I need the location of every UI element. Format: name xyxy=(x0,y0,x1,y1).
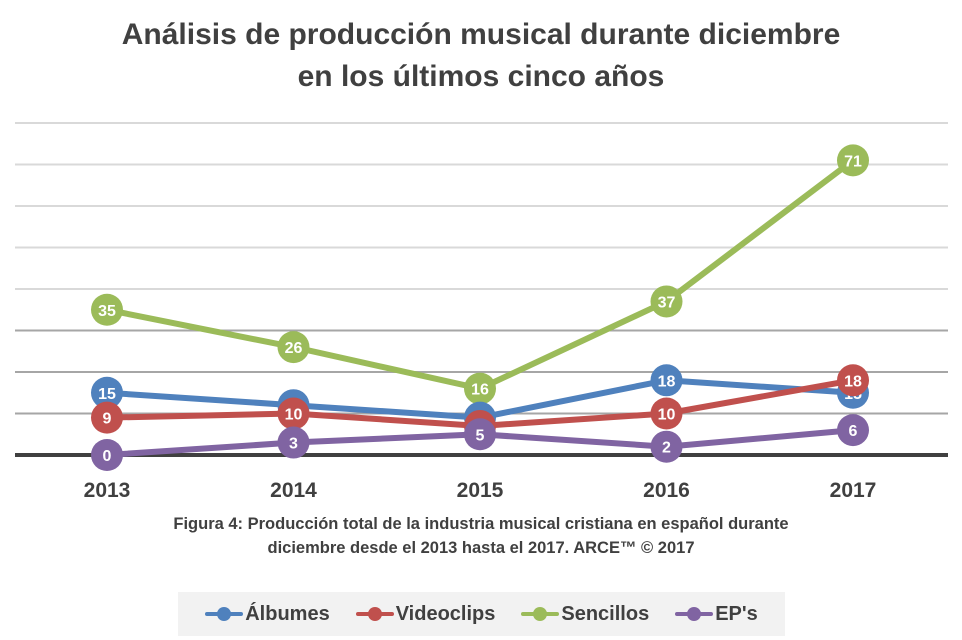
data-point: 26 xyxy=(277,331,310,364)
legend-label: Videoclips xyxy=(395,602,496,625)
x-tick-label: 2017 xyxy=(830,479,877,502)
data-marker xyxy=(837,414,869,447)
data-label: 6 xyxy=(849,423,858,440)
legend-line-marker-icon xyxy=(675,607,714,621)
data-point: 71 xyxy=(837,144,869,177)
data-point: 6 xyxy=(837,414,869,447)
caption-line-2: diciembre desde el 2013 hasta el 2017. A… xyxy=(267,539,695,557)
legend-label: Sencillos xyxy=(561,602,650,625)
data-point: 18 xyxy=(837,364,869,397)
data-marker xyxy=(650,397,683,430)
data-marker xyxy=(837,364,869,397)
data-point: 37 xyxy=(650,285,683,318)
data-label: 35 xyxy=(98,303,116,320)
data-label: 37 xyxy=(658,294,676,311)
data-point: 2 xyxy=(650,430,683,463)
data-marker xyxy=(650,364,683,397)
data-marker xyxy=(464,418,496,451)
chart-title-line-2: en los últimos cinco años xyxy=(297,60,665,93)
data-point: 35 xyxy=(91,293,123,326)
x-tick-label: 2015 xyxy=(457,479,504,502)
data-label: 2 xyxy=(662,440,671,457)
data-marker xyxy=(464,372,496,405)
data-label: 16 xyxy=(471,382,489,399)
legend-line-marker-icon xyxy=(355,607,394,621)
data-point: 16 xyxy=(464,372,496,405)
data-point: 10 xyxy=(277,397,310,430)
legend-item: EP's xyxy=(675,603,758,626)
data-marker xyxy=(650,285,683,318)
series-lines: 35261637711512918159107101803526 xyxy=(91,144,869,471)
legend-line-marker-icon xyxy=(205,607,244,621)
data-marker xyxy=(277,426,310,459)
gridlines xyxy=(15,122,948,457)
data-marker xyxy=(277,397,310,430)
series-line-2 xyxy=(104,157,856,392)
data-point: 15 xyxy=(91,376,123,409)
chart-title: Análisis de producción musical durante d… xyxy=(0,14,962,98)
legend-label: Álbumes xyxy=(245,602,330,625)
caption-line-1: Figura 4: Producción total de la industr… xyxy=(173,515,789,533)
data-label: 9 xyxy=(103,411,112,428)
x-axis-tick-labels: 2013 2014 2015 2016 2017 xyxy=(84,479,877,502)
x-tick-label: 2016 xyxy=(643,479,690,502)
x-tick-label: 2014 xyxy=(270,479,317,502)
data-marker xyxy=(91,401,123,434)
data-label: 10 xyxy=(285,407,303,424)
data-label: 18 xyxy=(658,373,676,390)
data-point: 9 xyxy=(91,401,123,434)
data-label: 5 xyxy=(476,427,485,444)
data-marker xyxy=(91,293,123,326)
data-point: 3 xyxy=(277,426,310,459)
data-marker xyxy=(91,439,123,471)
data-marker xyxy=(91,376,123,409)
data-point: 0 xyxy=(91,439,123,471)
x-tick-label: 2013 xyxy=(84,479,131,502)
data-label: 0 xyxy=(103,448,112,465)
data-label: 15 xyxy=(98,386,116,403)
data-point: 10 xyxy=(650,397,683,430)
legend-item: Videoclips xyxy=(355,602,496,626)
data-point: 18 xyxy=(650,364,683,397)
legend-line-marker-icon xyxy=(521,607,560,621)
data-label: 26 xyxy=(285,340,303,357)
data-marker xyxy=(277,331,310,364)
data-label: 18 xyxy=(844,373,862,390)
legend-item: Álbumes xyxy=(205,602,330,626)
figure-caption: Figura 4: Producción total de la industr… xyxy=(0,512,962,560)
data-label: 10 xyxy=(658,407,676,424)
data-point: 5 xyxy=(464,418,496,451)
data-marker xyxy=(650,430,683,463)
data-marker xyxy=(837,144,869,177)
legend-label: EP's xyxy=(715,602,758,625)
chart-legend: Álbumes Videoclips Sencillos EP's xyxy=(178,592,785,636)
chart-title-line-1: Análisis de producción musical durante d… xyxy=(121,18,841,51)
data-label: 3 xyxy=(289,436,298,453)
data-label: 71 xyxy=(844,153,862,170)
legend-item: Sencillos xyxy=(521,603,649,626)
